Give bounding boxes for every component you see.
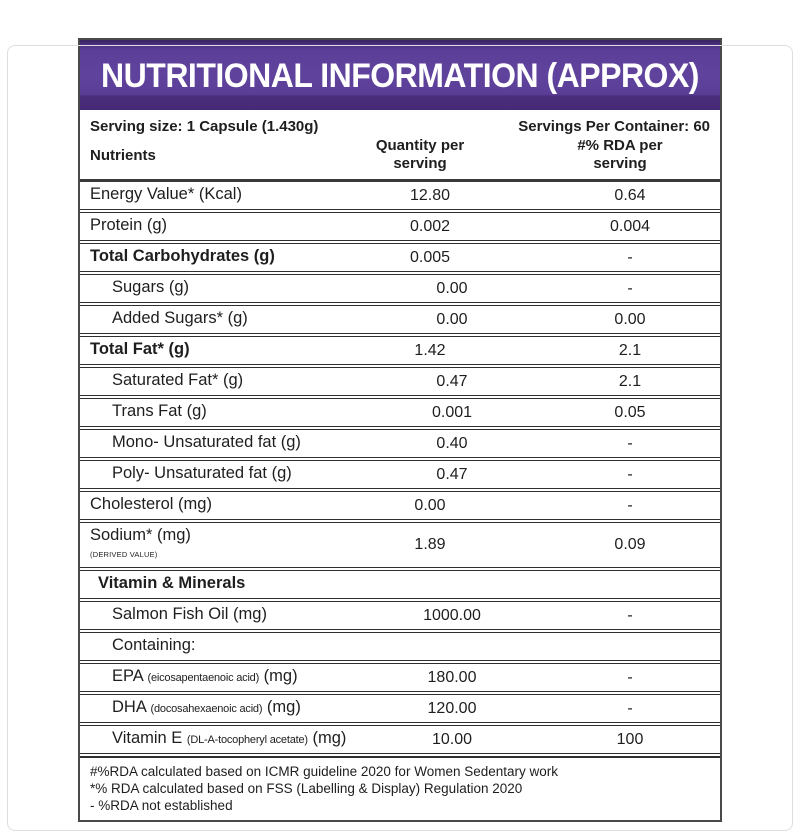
table-row: Mono- Unsaturated fat (g) 0.40 - [80, 429, 720, 458]
nutrient-name: Cholesterol (mg) [90, 495, 212, 513]
nutrient-name: Vitamin E (DL-A-tocopheryl acetate) (mg) [112, 729, 347, 747]
nutrient-name: Sugars (g) [112, 278, 190, 296]
rda-value: - [627, 279, 633, 297]
quantity-value: 0.00 [436, 310, 468, 328]
nutrient-name: Total Fat* (g) [90, 340, 190, 358]
rda-value: 0.64 [614, 186, 646, 204]
rda-value: 0.004 [609, 217, 651, 235]
table-row: Cholesterol (mg) 0.00 - [80, 491, 720, 520]
quantity-value: 0.00 [436, 279, 468, 297]
table-row: Saturated Fat* (g) 0.47 2.1 [80, 367, 720, 396]
title-banner: NUTRITIONAL INFORMATION (APPROX) [80, 40, 720, 110]
quantity-value: 0.40 [436, 434, 468, 452]
rda-value: 100 [616, 730, 644, 748]
column-headers: Nutrients Quantity per serving #% RDA pe… [90, 137, 710, 173]
table-row: Total Carbohydrates (g) 0.005 - [80, 243, 720, 272]
table-row: Sugars (g) 0.00 - [80, 274, 720, 303]
quantity-value: 0.001 [431, 403, 473, 421]
nutrient-name: Energy Value* (Kcal) [90, 185, 242, 203]
nutrient-name: Vitamin & Minerals [98, 574, 246, 592]
nutrient-name: DHA (docosahexaenoic acid) (mg) [112, 698, 301, 716]
quantity-value: 0.002 [409, 217, 451, 235]
footnotes: #%RDA calculated based on ICMR guideline… [80, 756, 720, 820]
rda-value: 0.09 [614, 536, 646, 553]
rda-value: 2.1 [618, 372, 642, 390]
nutrient-name: Protein (g) [90, 216, 168, 234]
nutrient-name: Containing: [112, 636, 196, 654]
nutrition-label: NUTRITIONAL INFORMATION (APPROX) Serving… [78, 38, 722, 822]
rda-value: - [627, 248, 633, 266]
rda-value: - [627, 668, 633, 686]
table-row: Containing: [80, 632, 720, 661]
nutrient-name: Saturated Fat* (g) [112, 371, 244, 389]
quantity-value: 0.47 [436, 465, 468, 483]
rda-value: - [627, 496, 633, 514]
rda-value: - [627, 465, 633, 483]
table-row: Added Sugars* (g) 0.00 0.00 [80, 305, 720, 334]
quantity-value: 180.00 [427, 668, 477, 686]
footnote: #%RDA calculated based on ICMR guideline… [90, 764, 559, 779]
servings-per-container-text: Servings Per Container: 60 [518, 118, 710, 135]
table-row: Vitamin E (DL-A-tocopheryl acetate) (mg)… [80, 725, 720, 754]
table-row: Trans Fat (g) 0.001 0.05 [80, 398, 720, 427]
table-row: DHA (docosahexaenoic acid) (mg) 120.00 - [80, 694, 720, 723]
quantity-value: 1.89 [414, 536, 446, 553]
quantity-value: 12.80 [409, 186, 451, 204]
footnote: *% RDA calculated based on FSS (Labellin… [90, 781, 523, 796]
table-row: Total Fat* (g) 1.42 2.1 [80, 336, 720, 365]
nutrient-name: Salmon Fish Oil (mg) [112, 605, 267, 623]
quantity-value: 0.005 [409, 248, 451, 266]
table-row: EPA (eicosapentaenoic acid) (mg) 180.00 … [80, 663, 720, 692]
table-row: Energy Value* (Kcal) 12.80 0.64 [80, 182, 720, 210]
nutrient-name: Poly- Unsaturated fat (g) [112, 464, 292, 482]
nutrient-name: Total Carbohydrates (g) [90, 247, 275, 265]
rda-value: - [627, 434, 633, 452]
quantity-value: 10.00 [431, 730, 473, 748]
rda-value: 0.00 [614, 310, 646, 328]
rda-value: 2.1 [618, 341, 642, 359]
nutrient-name: Mono- Unsaturated fat (g) [112, 433, 301, 451]
table-row: Vitamin & Minerals [80, 570, 720, 599]
rows-container: Energy Value* (Kcal) 12.80 0.64 Protein … [80, 182, 720, 754]
nutrient-name: EPA (eicosapentaenoic acid) (mg) [112, 667, 298, 685]
page-title: NUTRITIONAL INFORMATION (APPROX) [101, 55, 699, 94]
table-row: Poly- Unsaturated fat (g) 0.47 - [80, 460, 720, 489]
column-header-rda: #% RDA per serving [577, 137, 663, 172]
nutrient-name: Added Sugars* (g) [112, 309, 248, 327]
column-header-quantity: Quantity per serving [375, 137, 465, 172]
nutrient-name: Trans Fat (g) [112, 402, 207, 420]
quantity-value: 1000.00 [423, 606, 481, 624]
table-row: Sodium* (mg) (DERIVED VALUE) 1.89 0.09 [80, 522, 720, 568]
quantity-value: 0.47 [436, 372, 468, 390]
table-row: Salmon Fish Oil (mg) 1000.00 - [80, 601, 720, 630]
nutrient-name: Sodium* (mg) (DERIVED VALUE) [90, 526, 191, 559]
table-row: Protein (g) 0.002 0.004 [80, 212, 720, 241]
column-header-nutrients: Nutrients [90, 146, 156, 164]
rda-value: - [627, 606, 633, 624]
serving-line: Serving size: 1 Capsule (1.430g) Serving… [90, 118, 710, 135]
header-block: Serving size: 1 Capsule (1.430g) Serving… [80, 110, 720, 182]
quantity-value: 120.00 [427, 699, 477, 717]
quantity-value: 1.42 [414, 341, 446, 359]
quantity-value: 0.00 [414, 496, 446, 514]
rda-value: 0.05 [614, 403, 646, 421]
serving-size-text: Serving size: 1 Capsule (1.430g) [90, 118, 319, 135]
rda-value: - [627, 699, 633, 717]
